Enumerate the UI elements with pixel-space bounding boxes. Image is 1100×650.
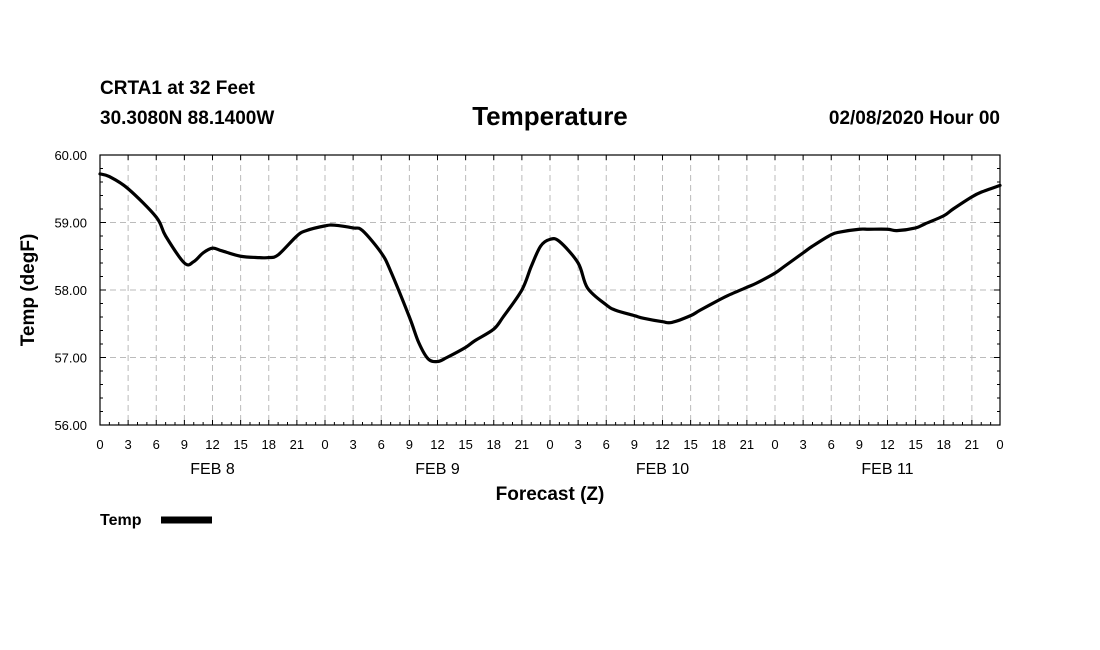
x-tick-label: 0 <box>546 437 553 452</box>
series-layer <box>98 172 1002 364</box>
x-tick-label: 15 <box>233 437 247 452</box>
x-tick-label: 12 <box>880 437 894 452</box>
day-label: FEB 10 <box>636 461 689 478</box>
x-tick-label: 21 <box>740 437 754 452</box>
x-tick-label: 9 <box>406 437 413 452</box>
x-tick-label: 6 <box>153 437 160 452</box>
x-tick-label: 12 <box>205 437 219 452</box>
x-tick-label: 15 <box>458 437 472 452</box>
grid <box>100 155 1000 425</box>
x-tick-label: 15 <box>908 437 922 452</box>
x-tick-label: 9 <box>181 437 188 452</box>
y-tick-label: 59.00 <box>54 216 87 231</box>
y-tick-label: 56.00 <box>54 418 87 433</box>
chart-title: Temperature <box>472 101 628 131</box>
y-axis-label: Temp (degF) <box>18 234 39 347</box>
datetime-label: 02/08/2020 Hour 00 <box>829 108 1000 129</box>
x-tick-label: 3 <box>800 437 807 452</box>
x-tick-label: 9 <box>631 437 638 452</box>
x-tick-label: 6 <box>603 437 610 452</box>
day-label: FEB 11 <box>861 461 913 478</box>
x-tick-label: 0 <box>96 437 103 452</box>
legend: Temp <box>100 512 212 529</box>
x-tick-label: 0 <box>771 437 778 452</box>
x-tick-label: 12 <box>655 437 669 452</box>
axes: 0 3 6 9 12 15 18 21 0 3 6 9 12 15 18 21 0 3 6 9 12 15 18 21 0 3 6 9… <box>54 148 1003 478</box>
y-tick-label: 58.00 <box>54 283 87 298</box>
x-tick-label: 3 <box>350 437 357 452</box>
x-tick-label: 18 <box>487 437 501 452</box>
day-label: FEB 9 <box>415 461 460 478</box>
x-tick-label: 18 <box>262 437 276 452</box>
x-tick-label: 0 <box>321 437 328 452</box>
x-tick-label: 15 <box>683 437 697 452</box>
x-tick-label: 6 <box>828 437 835 452</box>
temp-series-line <box>98 172 1002 364</box>
legend-label: Temp <box>100 512 142 529</box>
x-tick-label: 3 <box>575 437 582 452</box>
x-tick-label: 3 <box>125 437 132 452</box>
x-tick-label: 0 <box>996 437 1003 452</box>
x-tick-label: 21 <box>515 437 529 452</box>
x-tick-label: 9 <box>856 437 863 452</box>
x-axis-label: Forecast (Z) <box>496 484 605 505</box>
plot-frame <box>99 154 1001 426</box>
y-tick-label: 57.00 <box>54 351 87 366</box>
x-tick-label: 21 <box>965 437 979 452</box>
x-tick-label: 21 <box>290 437 304 452</box>
x-tick-label: 18 <box>712 437 726 452</box>
x-tick-label: 18 <box>937 437 951 452</box>
location-label: 30.3080N 88.1400W <box>100 108 274 129</box>
day-label: FEB 8 <box>190 461 235 478</box>
x-tick-label: 12 <box>430 437 444 452</box>
x-tick-label: 6 <box>378 437 385 452</box>
station-label: CRTA1 at 32 Feet <box>100 78 256 99</box>
y-tick-label: 60.00 <box>54 148 87 163</box>
